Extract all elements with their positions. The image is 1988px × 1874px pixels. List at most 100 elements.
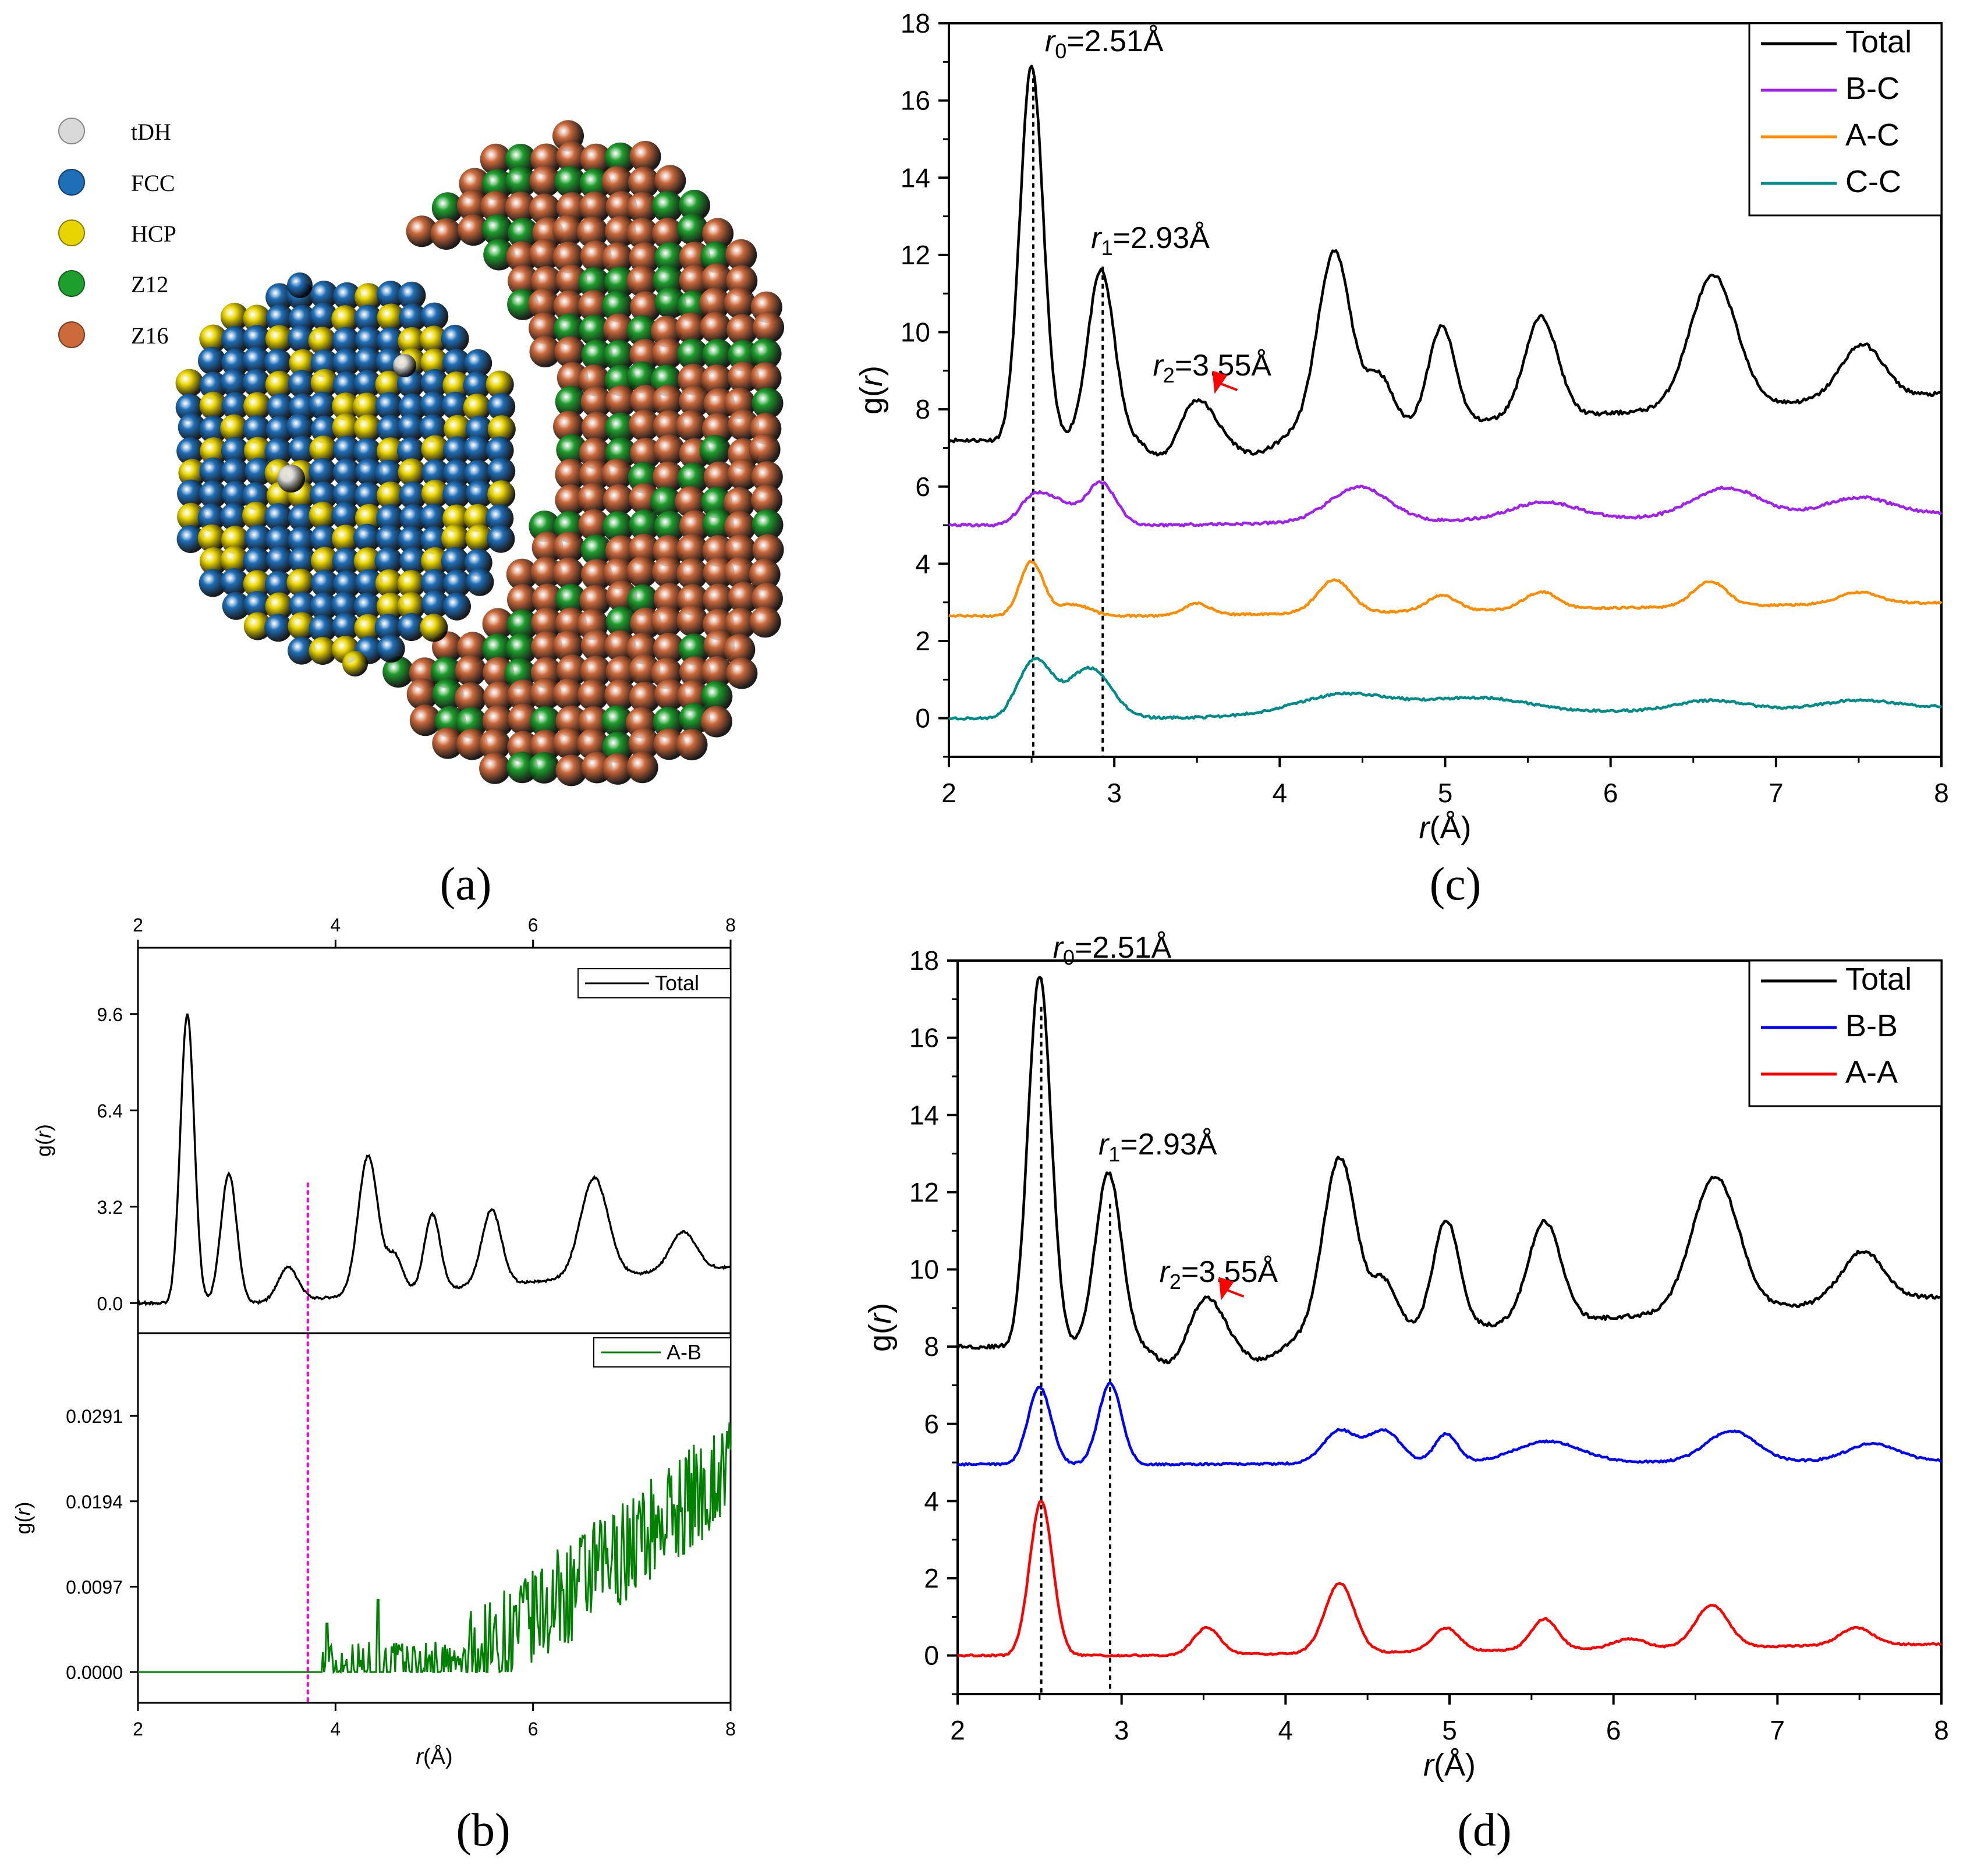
atom-sphere: [176, 437, 205, 465]
legend-label-z12: Z12: [131, 271, 168, 297]
panel-label-c: (c): [1430, 859, 1482, 910]
annotation-symbol: r: [1098, 1128, 1110, 1161]
atom-sphere: [331, 591, 359, 620]
atom-sphere: [309, 435, 338, 464]
atom-sphere: [333, 570, 362, 598]
atom-sphere: [700, 706, 732, 738]
atom-sphere: [603, 511, 634, 543]
atom-sphere: [465, 524, 494, 552]
atom-sphere: [443, 569, 472, 598]
atom-sphere: [243, 570, 271, 598]
x-tick-label: 7: [1770, 1715, 1785, 1745]
atom-sphere: [286, 413, 314, 442]
legend-label-c-c: C-C: [1845, 164, 1901, 199]
atom-sphere: [725, 607, 757, 639]
atom-sphere: [310, 281, 338, 309]
atom-sphere: [355, 326, 383, 355]
series-line-b-c: [948, 480, 1943, 528]
legend-label-b-c: B-C: [1845, 71, 1900, 106]
atom-sphere: [199, 415, 228, 444]
x-axis-label-unit: (Å): [1430, 810, 1472, 845]
x-axis-label-unit: (Å): [423, 1744, 453, 1769]
atom-sphere: [555, 385, 587, 417]
y-axis-label-part: g(: [31, 1138, 55, 1157]
atom-sphere: [650, 486, 682, 518]
atom-sphere: [288, 325, 316, 353]
atom-sphere: [703, 461, 735, 493]
atom-sphere: [178, 413, 206, 441]
atom-sphere: [699, 435, 731, 467]
legend-label-b-b: B-B: [1845, 1008, 1898, 1043]
annotation-subscript: 0: [1055, 39, 1066, 63]
atom-sphere: [443, 459, 472, 487]
atom-sphere: [702, 535, 734, 567]
atom-sphere: [310, 481, 338, 509]
x-tick-label: 4: [330, 1719, 341, 1740]
atom-sphere: [288, 435, 317, 464]
atom-sphere: [397, 570, 426, 598]
atom-sphere: [679, 385, 711, 417]
atom-sphere: [420, 325, 448, 354]
x-tick-label: 5: [1442, 1715, 1457, 1745]
atom-sphere: [288, 304, 317, 333]
x-top-tick-label: 6: [528, 915, 538, 936]
atom-sphere: [577, 290, 609, 322]
y-axis-label-part: r: [31, 1130, 55, 1138]
annotation-value: =2.51Å: [1066, 24, 1164, 58]
atom-sphere: [481, 214, 513, 246]
annotation-subscript: 2: [1170, 1270, 1181, 1294]
y-tick-label: 12: [909, 1177, 939, 1207]
x-axis-label-unit: (Å): [1434, 1748, 1476, 1783]
panel-a: tDH FCC HCP Z12 Z16 (a): [58, 118, 784, 910]
atom-sphere: [479, 752, 511, 784]
series-line-a-b: [138, 1422, 732, 1674]
x-axis-label-symbol: r: [1419, 810, 1431, 845]
y-tick-label: 0.0: [97, 1293, 123, 1314]
atom-sphere: [353, 593, 382, 621]
atom-sphere: [483, 681, 515, 713]
atom-sphere: [265, 592, 293, 621]
atom-sphere: [750, 338, 782, 370]
atom-sphere: [553, 313, 585, 345]
atom-sphere: [199, 324, 228, 353]
atom-sphere: [626, 361, 658, 393]
y-tick-label: 14: [901, 162, 930, 193]
atom-sphere: [553, 727, 585, 759]
atom-sphere: [752, 509, 784, 541]
atom-sphere: [398, 327, 426, 355]
atom-sphere: [580, 386, 612, 418]
atom-sphere: [443, 592, 471, 621]
x-axis-label-symbol: r: [1423, 1748, 1435, 1783]
atom-sphere: [354, 614, 382, 642]
atom-sphere: [676, 729, 708, 761]
atom-sphere: [699, 288, 731, 320]
atom-sphere: [265, 304, 294, 332]
atom-sphere: [289, 349, 317, 377]
atom-sphere: [331, 501, 360, 530]
atom-sphere: [265, 370, 293, 399]
atom-sphere: [581, 339, 613, 371]
atom-sphere: [554, 336, 586, 368]
y-axis-label-suffix: ): [863, 1303, 898, 1313]
atom-sphere: [603, 313, 635, 345]
atom-sphere: [676, 410, 707, 442]
atom-sphere: [676, 534, 708, 565]
atom-sphere: [677, 338, 708, 370]
atom-sphere: [552, 215, 584, 246]
atom-sphere: [602, 731, 634, 763]
series-line-a-a: [957, 1499, 1942, 1658]
atom-sphere: [626, 315, 658, 347]
atom-sphere: [556, 141, 588, 173]
atom-sphere: [399, 504, 428, 532]
atom-sphere: [626, 752, 658, 784]
y-tick-label: 2: [924, 1563, 939, 1593]
atom-sphere: [332, 612, 360, 641]
atom-sphere: [288, 526, 316, 555]
atom-sphere: [442, 504, 471, 533]
x-tick-label: 8: [1934, 1715, 1949, 1745]
atom-sphere: [626, 265, 658, 297]
atom-sphere: [506, 609, 538, 641]
atom-sphere: [605, 385, 637, 417]
atom-sphere: [679, 510, 711, 542]
atom-sphere: [242, 501, 270, 530]
